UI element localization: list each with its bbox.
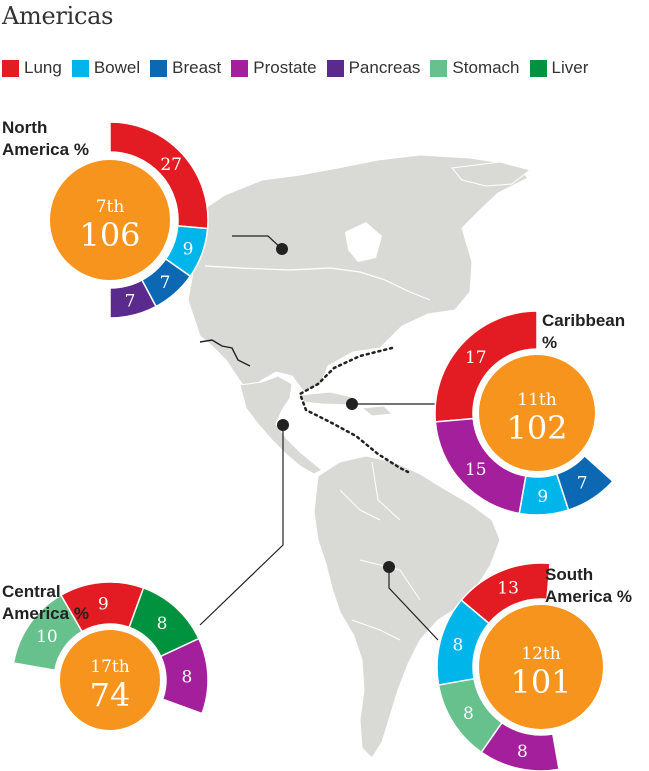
segment-south-america-bowel xyxy=(436,599,490,686)
legend-swatch-liver xyxy=(529,59,547,77)
legend-item-liver: Liver xyxy=(529,58,589,78)
legend-swatch-pancreas xyxy=(326,59,344,77)
segment-label-caribbean-lung: 17 xyxy=(465,348,487,368)
location-dot-north-america xyxy=(276,243,288,255)
legend-label-stomach: Stomach xyxy=(452,58,520,77)
legend-swatch-lung xyxy=(2,59,19,77)
leader-line-north-america xyxy=(232,235,283,250)
segment-label-caribbean-bowel: 9 xyxy=(537,487,548,507)
rank-central-america: 17th xyxy=(90,657,129,677)
segment-label-central-america-stomach: 10 xyxy=(36,627,58,647)
legend: Lung Bowel Breast Prostate Pancreas Stom… xyxy=(2,56,598,80)
score-caribbean: 102 xyxy=(506,409,567,447)
segment-label-south-america-prostate: 8 xyxy=(517,742,528,762)
map-hudson-bay xyxy=(345,222,382,262)
segment-label-caribbean-breast: 7 xyxy=(577,474,588,494)
segment-label-north-america-lung: 27 xyxy=(160,155,182,175)
legend-item-pancreas: Pancreas xyxy=(326,58,421,78)
region-name-north-america: North America % xyxy=(2,118,89,159)
segment-label-south-america-bowel: 8 xyxy=(453,636,464,656)
map-us-mexico-border xyxy=(199,339,251,367)
location-dot-caribbean xyxy=(346,398,358,410)
segment-caribbean-prostate xyxy=(434,417,527,515)
segment-north-america-pancreas xyxy=(109,279,158,319)
region-name-caribbean: Caribbean% xyxy=(542,311,625,352)
region-name-south-america: South America % xyxy=(545,565,632,606)
segment-caribbean-bowel xyxy=(518,472,570,516)
legend-swatch-bowel xyxy=(71,59,89,77)
map-country-borders xyxy=(339,461,421,641)
legend-label-lung: Lung xyxy=(24,58,62,77)
segment-caribbean-lung xyxy=(434,310,538,423)
legend-item-bowel: Bowel xyxy=(71,58,141,78)
map-arctic-islands xyxy=(451,161,532,187)
leader-line-south-america xyxy=(388,567,439,641)
rank-north-america: 7th xyxy=(96,197,125,217)
rank-circle-central-america xyxy=(60,630,160,730)
segment-label-north-america-bowel: 9 xyxy=(183,239,194,259)
segment-label-north-america-pancreas: 7 xyxy=(125,292,136,312)
rank-circle-north-america xyxy=(50,160,170,280)
legend-label-prostate: Prostate xyxy=(253,58,317,77)
map-us-canada-border xyxy=(204,265,431,301)
legend-item-stomach: Stomach xyxy=(430,58,520,78)
location-dot-south-america xyxy=(383,561,395,573)
segment-label-south-america-lung: 13 xyxy=(497,579,519,599)
segment-label-central-america-prostate: 8 xyxy=(182,668,193,688)
leader-line-central-america xyxy=(199,425,284,626)
segment-label-central-america-lung: 9 xyxy=(98,594,109,614)
map-north-america xyxy=(187,154,529,393)
segment-label-central-america-liver: 8 xyxy=(157,614,168,634)
legend-item-lung: Lung xyxy=(2,58,62,78)
map-central-america xyxy=(239,375,323,475)
score-south-america: 101 xyxy=(510,663,571,701)
map-hispaniola xyxy=(360,405,394,417)
legend-swatch-prostate xyxy=(231,59,249,77)
rank-circle-south-america xyxy=(479,605,603,729)
region-name-central-america: Central America % xyxy=(2,582,89,623)
rank-circle-caribbean xyxy=(479,355,595,471)
legend-label-liver: Liver xyxy=(551,58,589,77)
rank-south-america: 12th xyxy=(521,644,560,664)
legend-swatch-breast xyxy=(150,59,168,77)
segment-caribbean-breast xyxy=(555,454,614,511)
legend-label-bowel: Bowel xyxy=(93,58,141,77)
segment-south-america-lung xyxy=(460,562,551,625)
segment-label-south-america-stomach: 8 xyxy=(463,704,474,724)
legend-label-pancreas: Pancreas xyxy=(348,58,421,77)
map-caribbean-dotted-line xyxy=(298,346,410,474)
legend-item-breast: Breast xyxy=(150,58,221,78)
legend-swatch-stomach xyxy=(430,59,448,77)
score-north-america: 106 xyxy=(79,216,140,254)
segment-label-north-america-breast: 7 xyxy=(160,273,171,293)
chart-title: Americas xyxy=(2,2,114,30)
rank-caribbean: 11th xyxy=(517,390,556,410)
segment-label-caribbean-prostate: 15 xyxy=(465,460,487,480)
location-dot-central-america xyxy=(277,419,289,431)
leader-lines xyxy=(199,235,439,641)
segment-central-america-prostate xyxy=(159,637,209,715)
segment-south-america-stomach xyxy=(437,677,504,754)
legend-item-prostate: Prostate xyxy=(231,58,317,78)
score-central-america: 74 xyxy=(90,676,131,714)
legend-label-breast: Breast xyxy=(172,58,222,77)
